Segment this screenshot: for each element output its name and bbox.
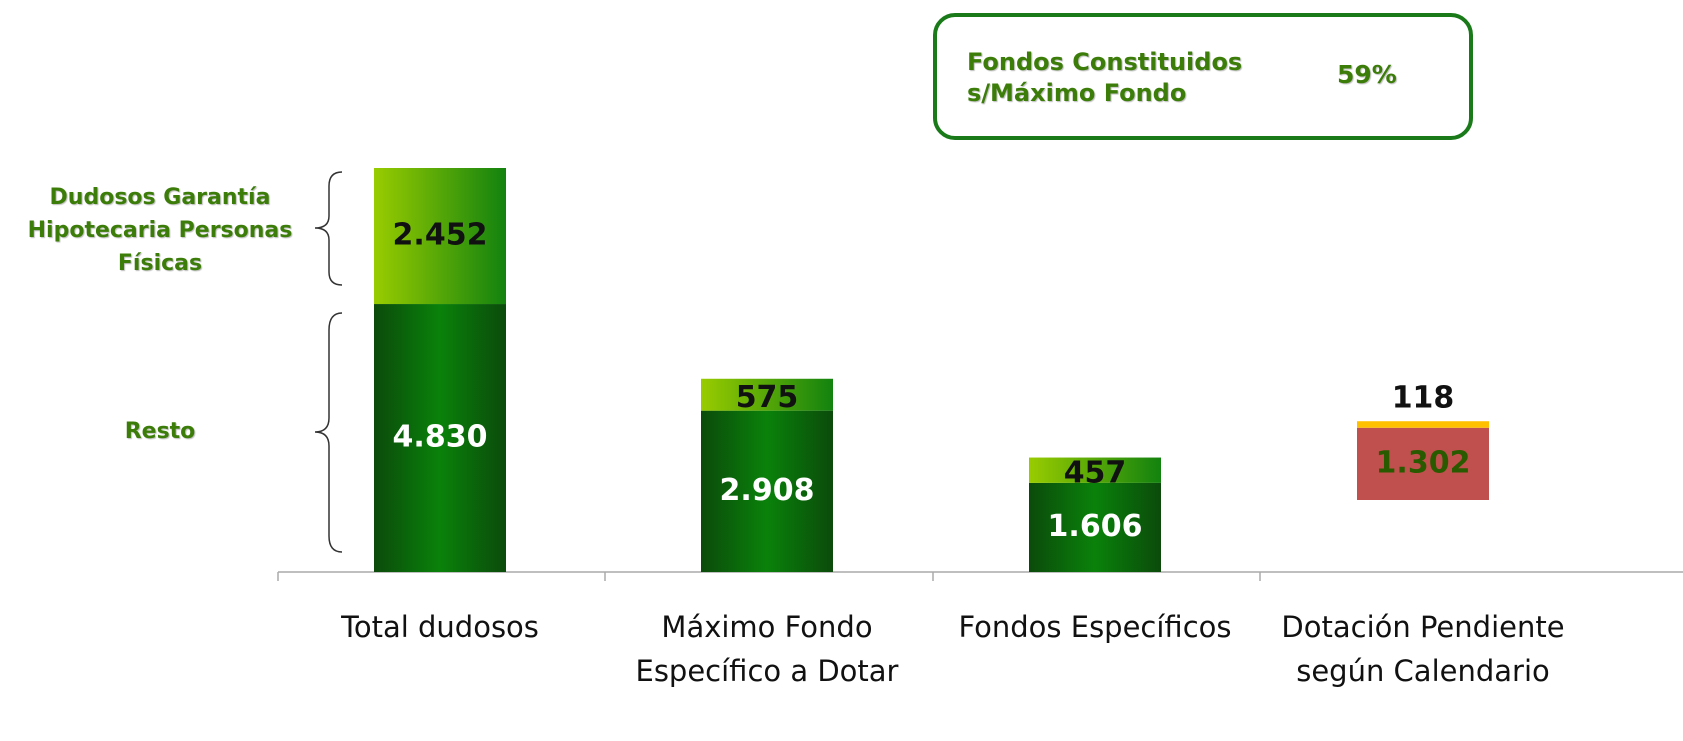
value-label: 1.302 (1376, 445, 1471, 480)
series-label: Resto (124, 419, 196, 444)
bar-segment (1029, 457, 1161, 483)
brace (314, 312, 343, 553)
annotation-text: Fondos Constituidos s/Máximo Fondo (967, 47, 1242, 109)
value-label: 4.830 (393, 420, 488, 455)
bar-segment (374, 168, 506, 305)
brace (314, 171, 343, 286)
annotation-line: Fondos Constituidos (967, 48, 1243, 76)
value-label: 1.606 (1048, 509, 1143, 544)
series-label: Dudosos Garantía Hipotecaria Personas Fí… (27, 185, 293, 276)
annotation-box: Fondos Constituidos s/Máximo Fondo 59% (933, 13, 1473, 140)
bar-segment (374, 304, 506, 572)
bar-segment (1357, 427, 1489, 500)
x-tick-label: Fondos Específicos (958, 610, 1232, 644)
value-label: 2.452 (393, 218, 488, 253)
annotation-line: s/Máximo Fondo (967, 79, 1187, 107)
value-label: 2.908 (720, 473, 815, 508)
x-tick-label: Total dudosos (341, 610, 539, 644)
bar-segment (701, 410, 833, 572)
bar-segment (701, 378, 833, 411)
x-tick-label: Dotación Pendiente según Calendario (1281, 610, 1565, 688)
value-label: 575 (736, 380, 799, 415)
annotation-value: 59% (1337, 60, 1397, 89)
value-label: 457 (1064, 456, 1127, 491)
x-tick-label: Máximo Fondo Específico a Dotar (635, 610, 899, 688)
value-label: 118 (1392, 381, 1455, 416)
bar-segment (1357, 421, 1489, 428)
bar-segment (1029, 482, 1161, 572)
